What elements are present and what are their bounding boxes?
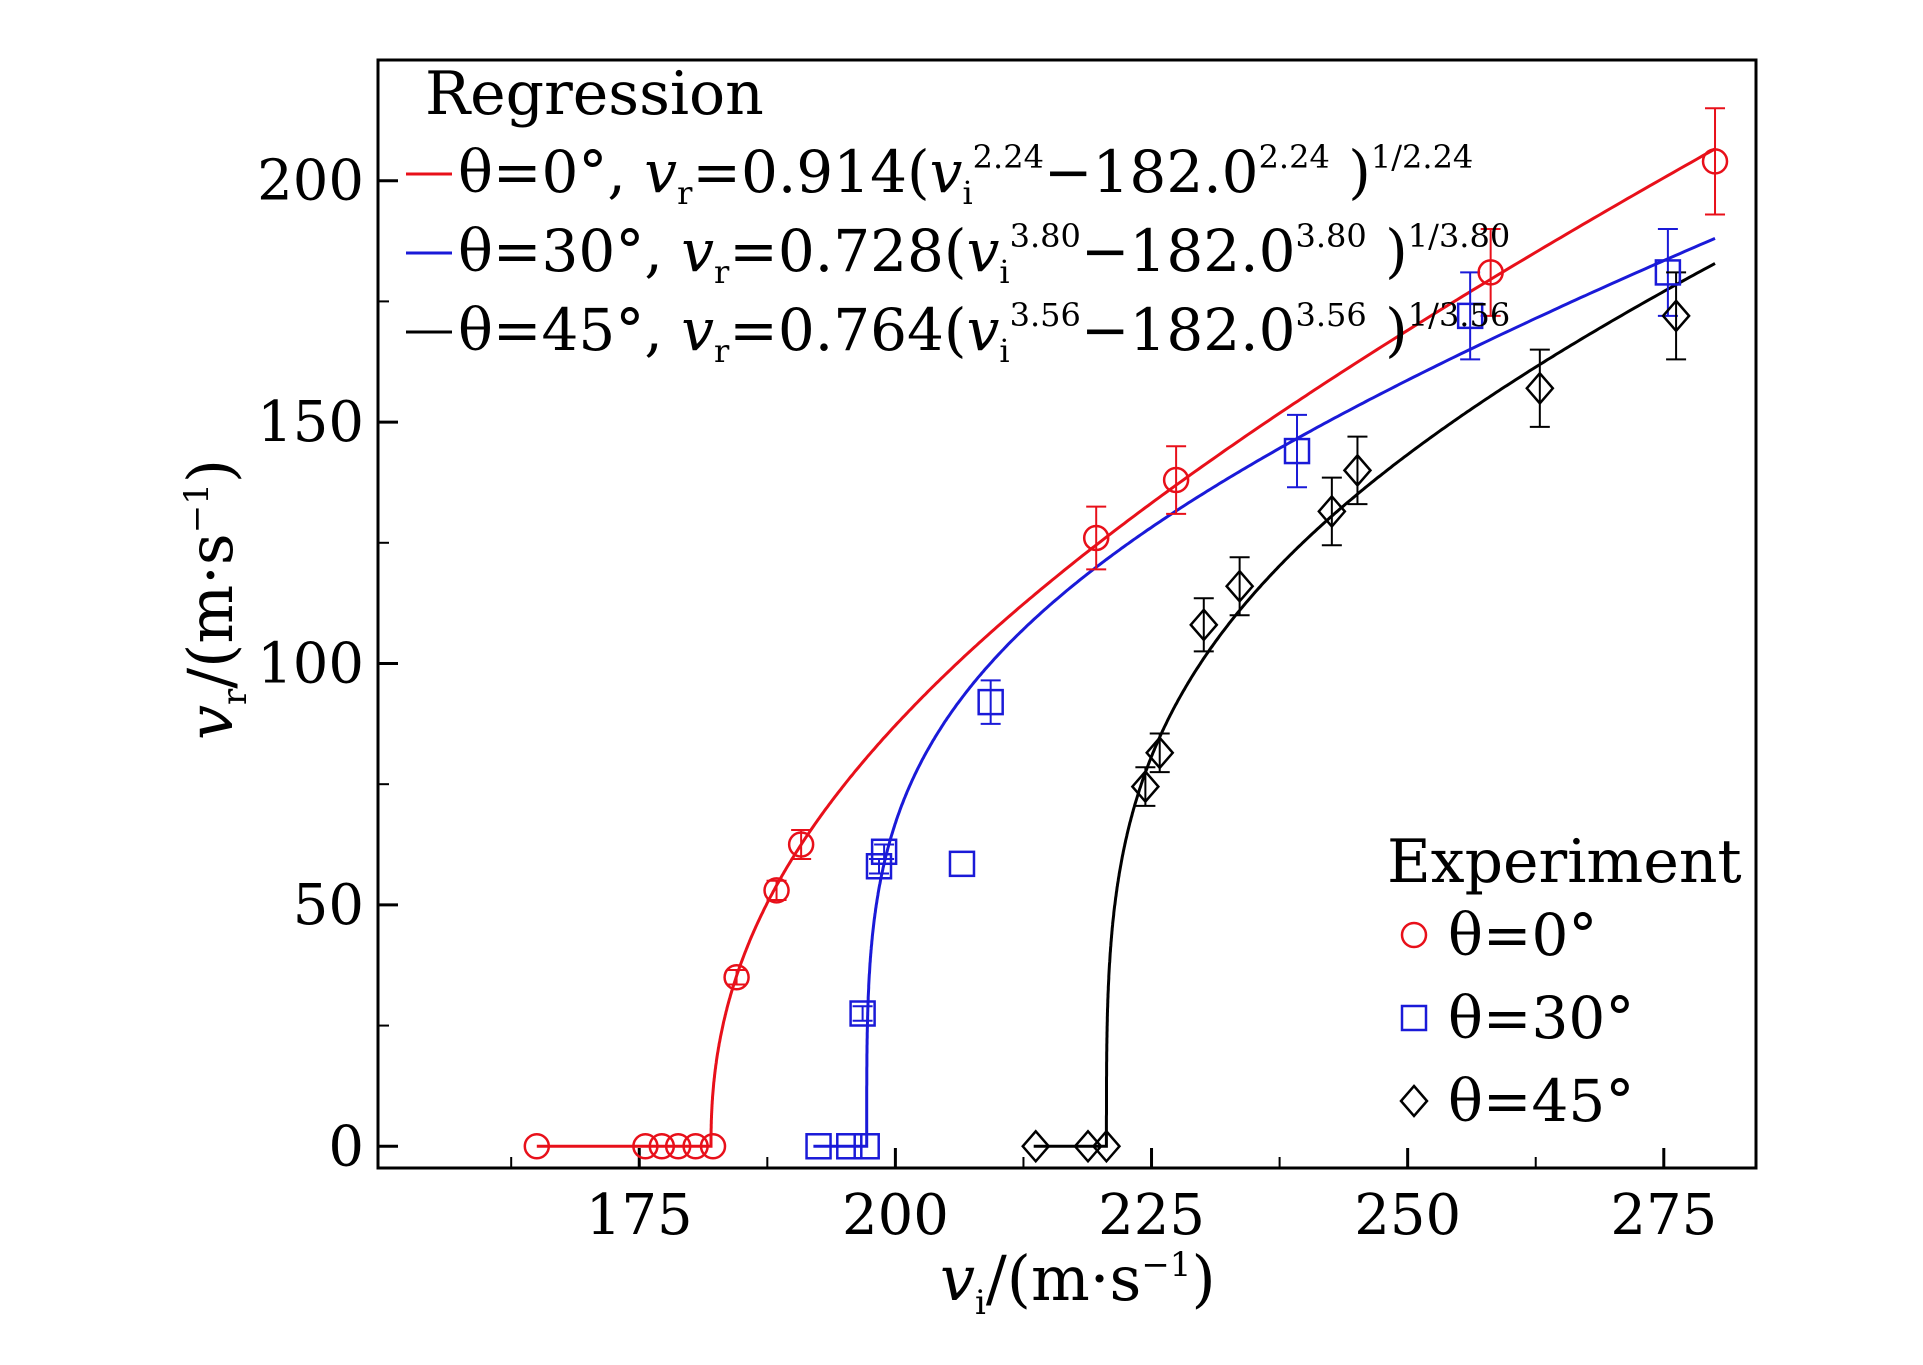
x-tick-label: 175 xyxy=(586,1183,693,1248)
regression-legend: Regression θ=0°, vr=0.914(vi2.24−182.02.… xyxy=(406,59,1510,370)
data-point-square xyxy=(1283,437,1311,465)
data-point-diamond xyxy=(1224,569,1255,604)
experiment-legend-marker-1 xyxy=(1400,1004,1428,1032)
data-point-diamond xyxy=(1021,1129,1051,1164)
y-tick-label: 50 xyxy=(293,873,364,938)
data-point-square xyxy=(849,1000,876,1027)
y-axis-label: vr/(m·s−1) xyxy=(174,459,255,740)
experiment-legend-title: Experiment xyxy=(1387,827,1742,897)
regression-legend-label-0: θ=0°, vr=0.914(vi2.24−182.02.24 )1/2.24 xyxy=(458,138,1473,212)
data-point-diamond xyxy=(1189,607,1219,642)
axis-ticks: 175 200 225 250 275 0 50 100 150 200 xyxy=(257,149,1717,1248)
x-tick-label: 250 xyxy=(1354,1183,1461,1248)
regression-curve-0 xyxy=(536,147,1716,1148)
data-point-circle xyxy=(699,1133,727,1160)
regression-legend-label-2: θ=45°, vr=0.764(vi3.56−182.03.56 )1/3.56 xyxy=(458,296,1510,370)
experiment-legend-label-0: θ=0° xyxy=(1448,901,1597,969)
data-point-circle xyxy=(763,877,790,904)
experiment-legend: Experiment θ=0° θ=30° θ=45° xyxy=(1387,827,1742,1135)
data-point-circle xyxy=(723,964,750,991)
data-point-circle xyxy=(1082,524,1110,552)
data-point-square xyxy=(836,1133,863,1160)
data-point-circle xyxy=(648,1133,676,1160)
data-point-circle xyxy=(682,1133,709,1160)
regression-legend-title: Regression xyxy=(425,59,764,129)
data-point-circle xyxy=(1477,259,1504,286)
data-point-square xyxy=(853,1133,880,1160)
data-point-circle xyxy=(664,1133,692,1160)
data-point-square xyxy=(865,853,893,880)
data-point-diamond xyxy=(1091,1129,1122,1164)
y-tick-label: 100 xyxy=(257,631,364,696)
y-tick-label: 0 xyxy=(328,1114,364,1179)
data-point-diamond xyxy=(1145,735,1175,770)
data-markers xyxy=(523,148,1729,1164)
y-tick-label: 150 xyxy=(257,390,364,455)
data-point-square xyxy=(1456,302,1484,330)
data-point-diamond xyxy=(1342,453,1373,488)
experiment-legend-label-2: θ=45° xyxy=(1448,1067,1634,1135)
data-point-square xyxy=(977,688,1004,716)
data-point-diamond xyxy=(1661,298,1691,333)
experiment-legend-marker-0 xyxy=(1400,921,1428,949)
data-point-circle xyxy=(523,1133,551,1160)
data-point-square xyxy=(870,838,898,866)
error-bars xyxy=(726,107,1726,1022)
plot-frame xyxy=(376,58,1758,1170)
regression-curve-2 xyxy=(1033,262,1716,1148)
data-point-diamond xyxy=(1130,769,1161,804)
regression-curve-1 xyxy=(813,237,1716,1148)
data-point-square xyxy=(805,1133,832,1160)
data-point-square xyxy=(948,850,976,878)
regression-legend-label-1: θ=30°, vr=0.728(vi3.80−182.03.80 )1/3.80 xyxy=(458,217,1510,291)
x-tick-label: 225 xyxy=(1098,1183,1205,1248)
regression-curves xyxy=(536,147,1716,1148)
data-point-diamond xyxy=(1317,494,1347,529)
data-point-circle xyxy=(1701,148,1729,175)
x-axis-label: vi/(m·s−1) xyxy=(940,1242,1216,1323)
data-point-circle xyxy=(632,1133,659,1160)
data-point-circle xyxy=(1162,466,1190,494)
experiment-legend-label-1: θ=30° xyxy=(1448,984,1634,1052)
x-tick-label: 200 xyxy=(842,1183,949,1248)
y-tick-label: 200 xyxy=(257,149,364,214)
experiment-legend-marker-2 xyxy=(1399,1084,1429,1118)
data-point-diamond xyxy=(1525,371,1555,406)
x-tick-label: 275 xyxy=(1610,1183,1717,1248)
data-point-circle xyxy=(787,831,815,858)
data-point-square xyxy=(1654,259,1682,286)
